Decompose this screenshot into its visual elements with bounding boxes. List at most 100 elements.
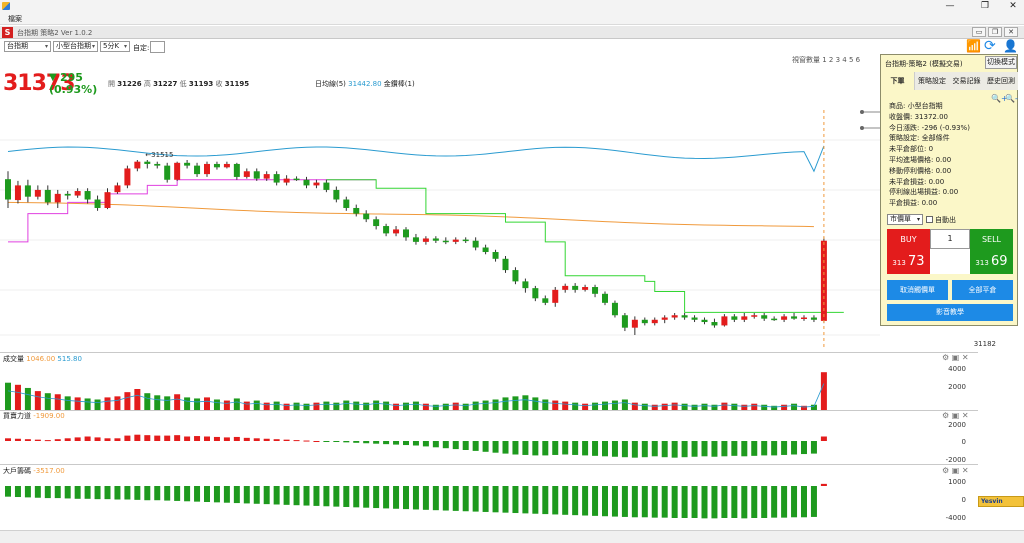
close-all-button[interactable]: 全部平倉 (952, 280, 1013, 300)
candle (124, 168, 131, 186)
candle (174, 162, 181, 180)
order-type-select[interactable]: 市價單 ▾ (887, 214, 923, 225)
power-bar (194, 436, 201, 441)
power-bar (661, 441, 668, 458)
custom-input[interactable] (150, 41, 165, 53)
volume-bar (194, 398, 201, 410)
bigplayer-bar (74, 486, 81, 499)
candle (582, 287, 589, 290)
volume-bar (602, 401, 608, 410)
candle (621, 315, 628, 328)
inner-close-button[interactable]: ✕ (1004, 27, 1018, 37)
zoom-in-icon[interactable]: 🔍+ (991, 94, 1008, 103)
candle (343, 199, 350, 208)
bigplayer-settings-icon[interactable]: ⚙ ▣ ✕ (942, 466, 969, 475)
power-settings-icon[interactable]: ⚙ ▣ ✕ (942, 411, 969, 420)
tab-order[interactable]: 下單 (881, 72, 915, 90)
volume-settings-icon[interactable]: ⚙ ▣ ✕ (942, 353, 969, 362)
bigplayer-bar (5, 486, 11, 497)
chart-area[interactable]: ←31515 (0, 100, 880, 530)
candle (611, 302, 618, 316)
bigplayer-bar (442, 486, 449, 511)
power-bar (403, 441, 409, 446)
bigplayer-bar (303, 486, 310, 506)
refresh-icon[interactable]: ⟳ (984, 38, 996, 54)
app-s-icon: S (2, 27, 13, 38)
volume-tick-4000: 4000 (948, 365, 966, 373)
volume-bar (373, 400, 380, 410)
change-arrow: ▼ (49, 72, 57, 83)
power-title: 買賣力道 -1909.00 (3, 412, 65, 420)
video-tutorial-button[interactable]: 影音教學 (887, 304, 1013, 321)
volume-bar (363, 402, 370, 410)
wifi-icon[interactable]: 📶 (966, 39, 981, 53)
sell-button[interactable]: SELL 313 69 (970, 229, 1013, 274)
minimize-button[interactable]: — (945, 1, 955, 11)
bigplayer-bar (631, 486, 638, 518)
candle (751, 315, 758, 317)
mode-switch-button[interactable]: 切換模式 (985, 56, 1017, 69)
volume-bar (611, 400, 618, 410)
bigplayer-bar (651, 486, 658, 518)
volume-bar (671, 402, 678, 410)
bigplayer-bar (94, 486, 101, 500)
volume-bar (741, 404, 748, 410)
window-count-label: 視窗數量 1 2 3 4 5 6 (792, 56, 861, 64)
bigplayer-bar (552, 486, 559, 515)
volume-bar (721, 402, 728, 410)
buy-button[interactable]: BUY 313 73 (887, 229, 930, 274)
inner-minimize-button[interactable]: ▭ (972, 27, 986, 37)
menu-file[interactable]: 檔案 (8, 15, 22, 23)
candle (671, 315, 678, 318)
bigplayer-bar (522, 486, 529, 514)
bigplayer-bar (184, 486, 191, 502)
tab-trade-log[interactable]: 交易記錄 (949, 72, 984, 90)
tab-strategy[interactable]: 策略設定 (915, 72, 949, 90)
volume-bar (462, 403, 469, 410)
zoom-out-icon[interactable]: 🔍- (1005, 94, 1018, 103)
product-select[interactable]: 台指期 ▾ (4, 41, 51, 52)
quantity-input[interactable]: 1 (930, 229, 970, 249)
power-bar (592, 441, 599, 456)
maximize-button[interactable]: ❐ (980, 1, 990, 11)
candle (562, 285, 569, 290)
power-bar (432, 441, 439, 448)
candle (273, 174, 280, 183)
power-bar (174, 435, 181, 441)
info-line: 收盤價: 31372.00 (889, 112, 948, 121)
interval-select[interactable]: 5分K ▾ (100, 41, 130, 52)
power-bar (572, 441, 579, 455)
price-axis-bottom: 31182 (973, 340, 996, 348)
contract-select[interactable]: 小型台指期 ▾ (53, 41, 98, 52)
tab-backtest[interactable]: 歷史回測 (984, 72, 1018, 90)
inner-restore-button[interactable]: ❐ (988, 27, 1002, 37)
volume-bar (233, 398, 240, 410)
bigplayer-tick-0: 0 (961, 496, 966, 504)
bigplayer-bar (512, 486, 519, 514)
window-count-options[interactable]: 1 2 3 4 5 6 (822, 56, 861, 64)
bigplayer-bar (373, 486, 380, 509)
ohlc-readout: 開 31226 高 31227 低 31193 收 31195 (108, 80, 250, 88)
volume-bar (393, 403, 400, 410)
power-bar (472, 441, 479, 451)
user-settings-icon[interactable]: 👤 (1003, 39, 1018, 53)
auto-out-checkbox[interactable] (926, 216, 933, 223)
volume-bar (343, 400, 350, 410)
bigplayer-bar (124, 486, 131, 500)
volume-bar (34, 391, 41, 410)
power-bar (522, 441, 529, 455)
bigplayer-bar (492, 486, 499, 513)
close-button[interactable]: ✕ (1009, 1, 1017, 11)
volume-bar (263, 402, 270, 410)
volume-bar (810, 404, 817, 410)
volume-bar (641, 403, 648, 410)
bigplayer-bar (104, 486, 111, 500)
cancel-trigger-button[interactable]: 取消觸價單 (887, 280, 948, 300)
bigplayer-bar (213, 486, 220, 503)
bigplayer-bar (323, 486, 330, 507)
bigplayer-bar (14, 486, 21, 498)
volume-bar (213, 399, 220, 410)
custom-label: 自定: (133, 44, 150, 52)
bigplayer-bar (233, 486, 240, 504)
sell-label: SELL (981, 235, 1002, 244)
